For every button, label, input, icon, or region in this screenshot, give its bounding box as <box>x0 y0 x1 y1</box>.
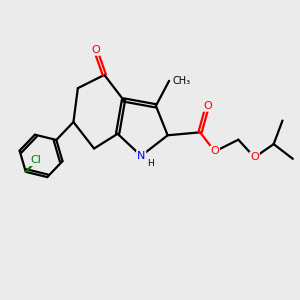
Text: O: O <box>250 152 259 162</box>
Text: N: N <box>137 151 146 161</box>
Text: O: O <box>210 146 219 157</box>
Text: CH₃: CH₃ <box>173 76 191 86</box>
Text: Cl: Cl <box>30 155 41 165</box>
Text: O: O <box>91 45 100 55</box>
Text: H: H <box>147 159 153 168</box>
Text: O: O <box>203 101 212 111</box>
